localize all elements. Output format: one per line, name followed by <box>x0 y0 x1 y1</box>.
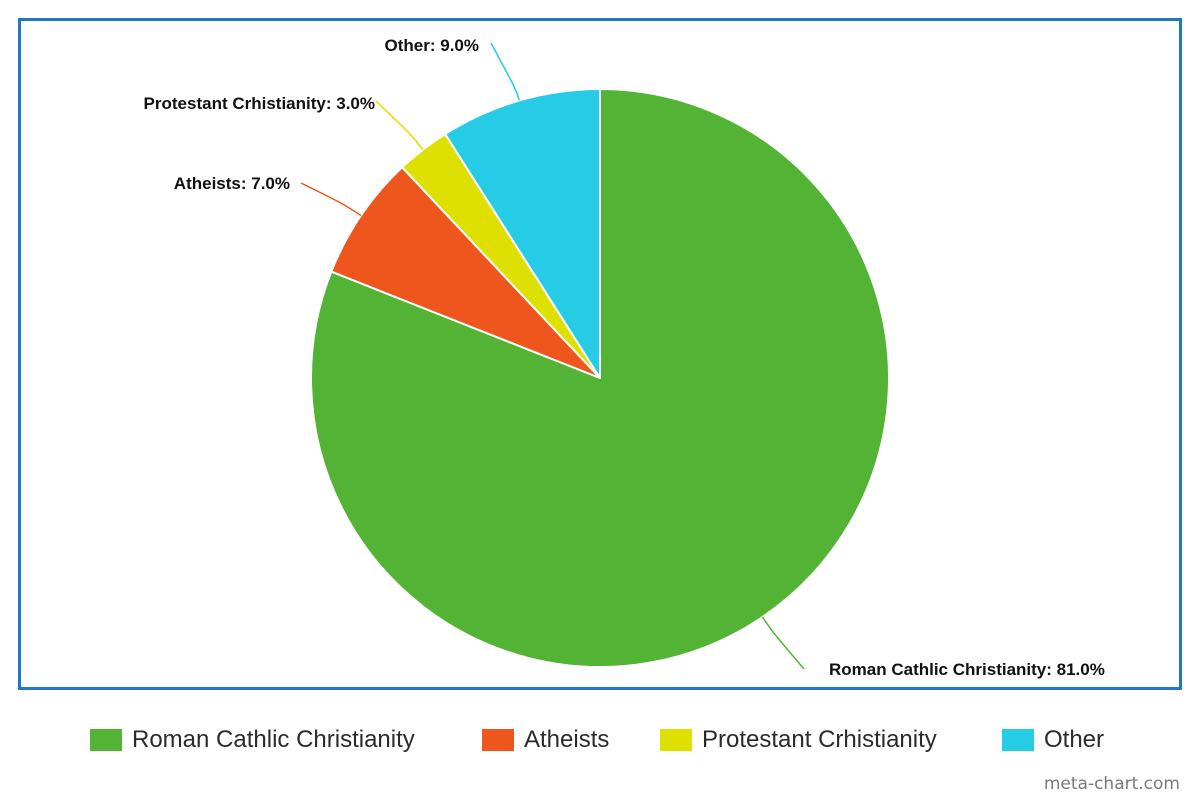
data-label-atheists: Atheists: 7.0% <box>174 174 290 193</box>
legend-swatch-other <box>1002 729 1034 751</box>
pie-slice-atheists[interactable] <box>330 166 601 379</box>
legend-item-atheists[interactable]: Atheists <box>482 722 609 758</box>
connector-other <box>490 42 521 101</box>
connector-roman-cathlic-christianity <box>761 616 805 670</box>
chart-frame: Roman Cathlic Christianity: 81.0% Atheist… <box>18 18 1182 690</box>
legend-swatch-roman-cathlic-christianity <box>90 729 122 751</box>
legend-label: Roman Cathlic Christianity <box>132 726 415 753</box>
legend-item-roman-cathlic-christianity[interactable]: Roman Cathlic Christianity <box>90 722 415 758</box>
credit-text: meta-chart.com <box>1043 774 1180 794</box>
legend: Roman Cathlic Christianity Atheists Prot… <box>0 722 1200 758</box>
legend-label: Atheists <box>524 726 610 753</box>
legend-label: Protestant Crhistianity <box>702 726 937 753</box>
pie-chart: Roman Cathlic Christianity: 81.0% Atheist… <box>144 36 1105 679</box>
connector-protestant-crhistianity <box>375 100 424 151</box>
data-label-other: Other: 9.0% <box>385 36 479 55</box>
legend-swatch-atheists <box>482 729 514 751</box>
data-label-roman-cathlic-christianity: Roman Cathlic Christianity: 81.0% <box>829 660 1105 679</box>
legend-label: Other <box>1044 726 1105 753</box>
legend-item-protestant-crhistianity[interactable]: Protestant Crhistianity <box>660 722 937 758</box>
data-label-protestant-crhistianity: Protestant Crhistianity: 3.0% <box>144 94 375 113</box>
connector-atheists <box>300 182 362 217</box>
legend-swatch-protestant-crhistianity <box>660 729 692 751</box>
legend-item-other[interactable]: Other <box>1002 722 1104 758</box>
